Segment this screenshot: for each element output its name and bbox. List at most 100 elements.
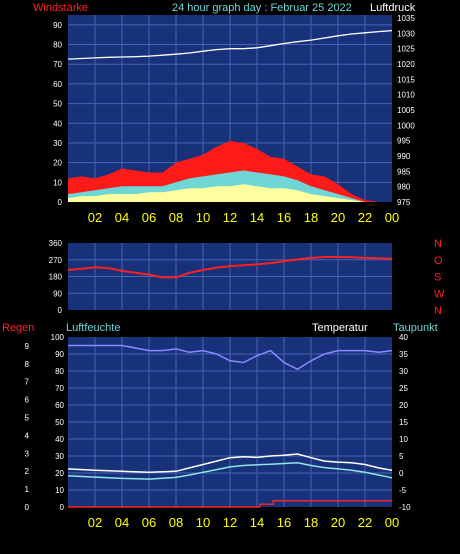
panel-rain-humidity-temperature-series: [67, 344, 393, 508]
panel-rain-humidity-temperature-grid: [68, 337, 392, 507]
temperature-tick-label: 20: [399, 401, 408, 410]
y-tick-label: 80: [53, 41, 62, 50]
compass-label: O: [434, 255, 443, 267]
x-tick-label: 12: [223, 515, 237, 530]
temperature-tick-label: -10: [399, 503, 411, 512]
rain-tick-label: 9: [25, 342, 30, 351]
x-tick-label: 14: [250, 515, 264, 530]
x-tick-label: 16: [277, 210, 291, 225]
rain-tick-label: 6: [25, 396, 30, 405]
compass-label: N: [434, 238, 442, 250]
humidity-tick-label: 0: [60, 503, 65, 512]
panel-rain-humidity-temperature: 01020304050607080901000123456789-10-5051…: [25, 333, 412, 530]
pressure-tick-label: 1035: [397, 14, 415, 23]
temperature-tick-label: 15: [399, 418, 408, 427]
pressure-tick-label: 1005: [397, 106, 415, 115]
direction-tick-label: 270: [49, 256, 63, 265]
pressure-tick-label: 980: [397, 183, 411, 192]
pressure-tick-label: 1030: [397, 29, 415, 38]
x-tick-label: 20: [331, 515, 345, 530]
humidity-tick-label: 60: [55, 401, 64, 410]
compass-label: N: [434, 305, 442, 317]
panel-wind-pressure-series: [67, 29, 393, 202]
y-tick-label: 30: [53, 139, 62, 148]
pressure-tick-label: 985: [397, 167, 411, 176]
humidity-tick-label: 100: [51, 333, 65, 342]
pressure-tick-label: 975: [397, 198, 411, 207]
panel-wind-pressure-labels: 0102030405060708090975980985990995100010…: [53, 14, 415, 225]
y-tick-label: 70: [53, 60, 62, 69]
temperature-tick-label: 5: [399, 452, 404, 461]
temperature-tick-label: -5: [399, 486, 407, 495]
humidity-tick-label: 90: [55, 350, 64, 359]
humidity-tick-label: 10: [55, 486, 64, 495]
x-tick-label: 00: [385, 210, 399, 225]
pressure-line: [67, 29, 393, 60]
x-tick-label: 10: [196, 515, 210, 530]
y-tick-label: 20: [53, 159, 62, 168]
x-tick-label: 06: [142, 210, 156, 225]
x-tick-label: 22: [358, 210, 372, 225]
direction-tick-label: 0: [58, 306, 63, 315]
y-tick-label: 10: [53, 178, 62, 187]
rain-tick-label: 3: [25, 449, 30, 458]
humidity-tick-label: 20: [55, 469, 64, 478]
x-tick-label: 08: [169, 515, 183, 530]
series-line-regen: [68, 499, 392, 508]
x-tick-label: 02: [88, 210, 102, 225]
pressure-tick-label: 1015: [397, 75, 415, 84]
x-tick-label: 00: [385, 515, 399, 530]
chart-title: 24 hour graph day : Februar 25 2022: [172, 2, 352, 14]
humidity-tick-label: 40: [55, 435, 64, 444]
x-tick-label: 20: [331, 210, 345, 225]
panel-wind-direction-series: [67, 256, 393, 279]
temperature-tick-label: 35: [399, 350, 408, 359]
rain-tick-label: 0: [25, 503, 30, 512]
dewpoint-axis-label: Taupunkt: [393, 322, 438, 334]
temperature-tick-label: 10: [399, 435, 408, 444]
rain-tick-label: 5: [25, 414, 30, 423]
x-tick-label: 18: [304, 210, 318, 225]
y-tick-label: 50: [53, 100, 62, 109]
compass-label: S: [434, 272, 441, 284]
compass-label: W: [434, 288, 445, 300]
wind-direction-line: [67, 256, 393, 279]
rain-tick-label: 7: [25, 378, 30, 387]
x-tick-label: 16: [277, 515, 291, 530]
humidity-axis-label: Luftfeuchte: [66, 322, 120, 334]
pressure-tick-label: 1010: [397, 91, 415, 100]
x-tick-label: 06: [142, 515, 156, 530]
pressure-tick-label: 1000: [397, 121, 415, 130]
temperature-tick-label: 30: [399, 367, 408, 376]
humidity-tick-label: 80: [55, 367, 64, 376]
x-tick-label: 08: [169, 210, 183, 225]
y-tick-label: 90: [53, 21, 62, 30]
humidity-tick-label: 70: [55, 384, 64, 393]
wind-area-wind: [68, 184, 392, 202]
panel-rain-humidity-temperature-labels: 01020304050607080901000123456789-10-5051…: [25, 333, 412, 530]
panel-wind-direction-grid: [68, 243, 392, 310]
direction-tick-label: 90: [53, 289, 62, 298]
direction-tick-label: 180: [49, 273, 63, 282]
humidity-tick-label: 30: [55, 452, 64, 461]
temperature-tick-label: 40: [399, 333, 408, 342]
temperature-tick-label: 25: [399, 384, 408, 393]
rain-axis-label: Regen: [2, 322, 34, 334]
y-tick-label: 0: [58, 198, 63, 207]
series-line-taupunkt: [67, 462, 393, 480]
direction-tick-label: 360: [49, 239, 63, 248]
y-tick-label: 40: [53, 119, 62, 128]
pressure-tick-label: 995: [397, 137, 411, 146]
rain-tick-label: 2: [25, 467, 30, 476]
x-tick-label: 04: [115, 210, 129, 225]
series-line-luftfeuchte: [68, 344, 393, 371]
rain-tick-label: 4: [25, 431, 30, 440]
wind-axis-label: Windstärke: [33, 2, 88, 14]
humidity-tick-label: 50: [55, 418, 64, 427]
pressure-tick-label: 990: [397, 152, 411, 161]
pressure-tick-label: 1025: [397, 45, 415, 54]
x-tick-label: 14: [250, 210, 264, 225]
